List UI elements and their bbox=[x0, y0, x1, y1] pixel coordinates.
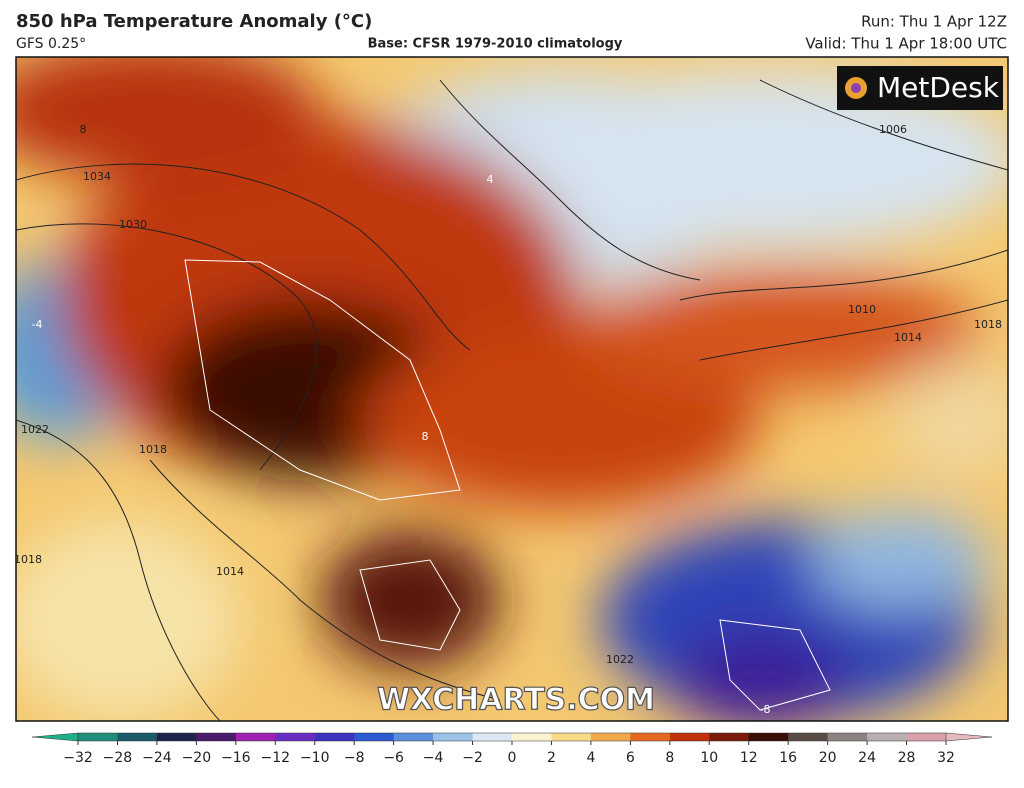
colorbar-segment bbox=[906, 733, 947, 741]
colorbar-segment bbox=[630, 733, 671, 741]
colorbar-segment bbox=[314, 733, 355, 741]
colorbar-segment bbox=[669, 733, 710, 741]
colorbar-tick-label: −8 bbox=[344, 750, 365, 766]
valid: Valid: Thu 1 Apr 18:00 UTC bbox=[805, 35, 1007, 53]
contour-label: 4 bbox=[487, 173, 494, 186]
contour-label: 8 bbox=[422, 430, 429, 443]
contour-label: 1014 bbox=[894, 331, 922, 344]
run: Run: Thu 1 Apr 12Z bbox=[861, 13, 1007, 31]
colorbar: −32 −28 −24 −20 −16 −12 −10 −8 −6 −4 −2 0 2 4 6 8 10 12 16… bbox=[31, 732, 993, 766]
contour-label: 1014 bbox=[216, 565, 244, 578]
colorbar-segment bbox=[827, 733, 868, 741]
colorbar-tick-label: 28 bbox=[898, 750, 916, 766]
colorbar-tick-label: 6 bbox=[626, 750, 635, 766]
colorbar-tick-label: 2 bbox=[547, 750, 556, 766]
colorbar-segment bbox=[433, 733, 474, 741]
logo-icon-center bbox=[851, 83, 861, 93]
contour-label: 1022 bbox=[606, 653, 634, 666]
contour-label: 1010 bbox=[848, 303, 876, 316]
colorbar-segment bbox=[867, 733, 908, 741]
colorbar-segment bbox=[551, 733, 592, 741]
contour-label: 8 bbox=[80, 123, 87, 136]
contour bbox=[184, 259, 461, 501]
isobar bbox=[149, 459, 501, 701]
colorbar-arrow-right bbox=[945, 732, 993, 742]
contour-label: 1022 bbox=[21, 423, 49, 436]
colorbar-segment bbox=[156, 733, 197, 741]
isobar bbox=[439, 79, 701, 281]
logo-box: MetDesk bbox=[837, 66, 1003, 110]
title: 850 hPa Temperature Anomaly (°C) bbox=[16, 11, 372, 32]
colorbar-arrow-left bbox=[31, 732, 79, 742]
colorbar-tick-label: −28 bbox=[103, 750, 133, 766]
colorbar-segment bbox=[748, 733, 789, 741]
contour-label: 1018 bbox=[974, 318, 1002, 331]
contour-label: 1018 bbox=[139, 443, 167, 456]
contour-label: -8 bbox=[760, 703, 771, 716]
isobars bbox=[16, 79, 1008, 721]
colorbar-segment bbox=[788, 733, 829, 741]
colorbar-tick-label: −16 bbox=[221, 750, 251, 766]
colorbar-segment bbox=[512, 733, 552, 741]
colorbar-tick-label: −12 bbox=[260, 750, 290, 766]
colorbar-tick-label: 12 bbox=[740, 750, 758, 766]
colorbar-tick-label: −32 bbox=[63, 750, 93, 766]
colorbar-tick-label: −2 bbox=[462, 750, 483, 766]
contour bbox=[719, 619, 831, 711]
colorbar-segment bbox=[590, 733, 631, 741]
colorbar-tick-label: 8 bbox=[665, 750, 674, 766]
contour-labels: 8 1034 1030 1022 1018 1014 1010 1006 1014 1018 -4 -… bbox=[14, 123, 1002, 716]
colorbar-segment bbox=[117, 733, 158, 741]
watermark: WXCHARTS.COM bbox=[377, 683, 655, 718]
isobar bbox=[699, 299, 1008, 361]
base: Base: CFSR 1979-2010 climatology bbox=[368, 37, 623, 52]
colorbar-segment bbox=[196, 733, 237, 741]
contour-label: 1030 bbox=[119, 218, 147, 231]
colorbar-tick-label: 32 bbox=[937, 750, 955, 766]
colorbar-tick-label: −6 bbox=[383, 750, 404, 766]
colorbar-segment bbox=[78, 733, 118, 741]
colorbar-segment bbox=[393, 733, 434, 741]
contour-label: -4 bbox=[32, 318, 43, 331]
model: GFS 0.25° bbox=[16, 36, 86, 52]
map-frame bbox=[15, 56, 1009, 722]
colorbar-tick-label: −4 bbox=[423, 750, 444, 766]
isobar bbox=[16, 163, 471, 351]
colorbar-tick-label: 0 bbox=[508, 750, 517, 766]
isobar bbox=[16, 223, 317, 471]
logo: MetDesk bbox=[877, 71, 1000, 104]
colorbar-segment bbox=[709, 733, 750, 741]
contour-label: 1018 bbox=[14, 553, 42, 566]
anomaly-field bbox=[16, 57, 1008, 721]
contour bbox=[359, 559, 461, 651]
map: MetDesk WXCHARTS.COM bbox=[16, 57, 1008, 721]
colorbar-tick-label: 4 bbox=[586, 750, 595, 766]
colorbar-segment bbox=[235, 733, 276, 741]
colorbar-segment bbox=[354, 733, 395, 741]
colorbar-tick-label: −10 bbox=[300, 750, 330, 766]
isobar bbox=[679, 249, 1008, 301]
isobar bbox=[16, 419, 221, 721]
colorbar-segment bbox=[275, 733, 316, 741]
anomaly-contours bbox=[184, 259, 831, 711]
colorbar-tick-label: 20 bbox=[819, 750, 837, 766]
contour-label: 1006 bbox=[879, 123, 907, 136]
colorbar-tick-label: 16 bbox=[779, 750, 797, 766]
colorbar-tick-label: −20 bbox=[182, 750, 212, 766]
contour-label: 1034 bbox=[83, 170, 111, 183]
colorbar-segment bbox=[472, 733, 513, 741]
isobar bbox=[759, 79, 1008, 171]
colorbar-tick-label: 24 bbox=[858, 750, 876, 766]
colorbar-tick-label: 10 bbox=[700, 750, 718, 766]
colorbar-tick-label: −24 bbox=[142, 750, 172, 766]
